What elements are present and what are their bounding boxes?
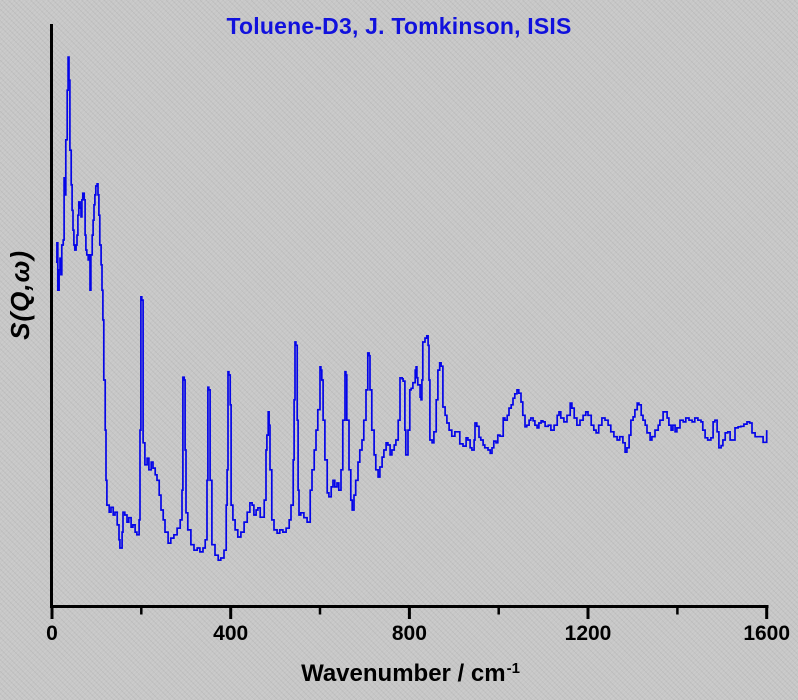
x-tick-label: 800 xyxy=(392,622,427,645)
x-tick-label: 0 xyxy=(46,622,58,645)
spectrum-curve xyxy=(56,56,768,562)
x-axis-label: Wavenumber / cm-1 xyxy=(301,659,520,688)
x-axis-label-text: Wavenumber / cm xyxy=(301,660,506,687)
x-tick-label: 400 xyxy=(213,622,248,645)
x-axis-label-exponent: -1 xyxy=(506,660,520,677)
chart-title: Toluene-D3, J. Tomkinson, ISIS xyxy=(226,13,572,39)
x-tick-label: 1600 xyxy=(743,622,790,645)
x-tick-label: 1200 xyxy=(565,622,612,645)
